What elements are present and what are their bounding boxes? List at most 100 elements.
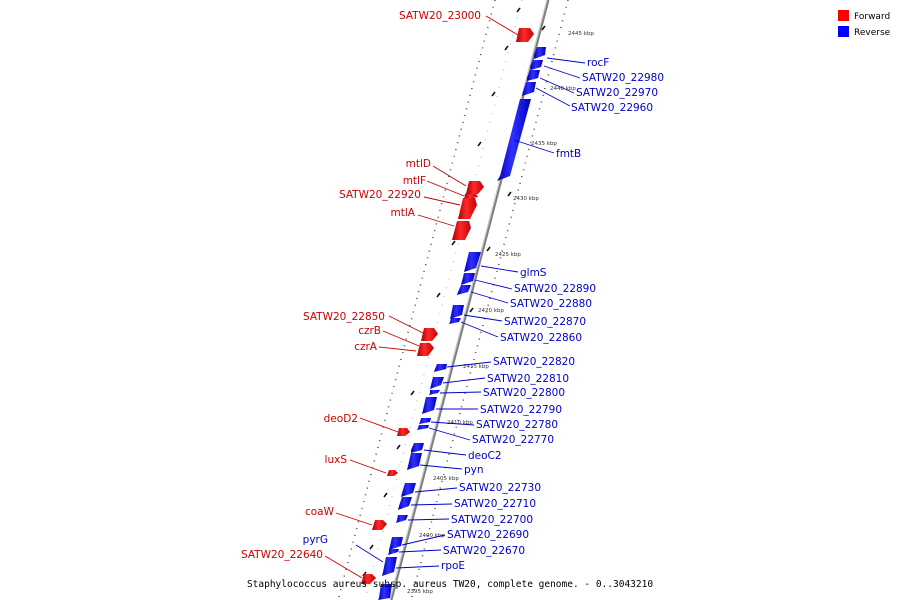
gene-glmS[interactable] bbox=[464, 252, 481, 272]
gene-label[interactable]: fmtB bbox=[556, 148, 581, 160]
gene-label[interactable]: SATW20_22640 bbox=[241, 549, 323, 561]
leader-line bbox=[546, 57, 586, 64]
gene-label[interactable]: pyrG bbox=[303, 534, 328, 546]
gene-SATW20_22710[interactable] bbox=[398, 497, 412, 510]
gene-SATW20_22860[interactable] bbox=[449, 318, 461, 324]
gene-mtlD[interactable] bbox=[466, 181, 484, 194]
gene-SATW20_22690[interactable] bbox=[389, 537, 403, 550]
gene-SATW20_22870[interactable] bbox=[450, 305, 464, 319]
leader-line bbox=[417, 214, 455, 227]
gene-pyn[interactable] bbox=[407, 453, 422, 470]
gene-label[interactable]: SATW20_22860 bbox=[500, 332, 582, 344]
gene-SATW20_22820[interactable] bbox=[434, 364, 447, 372]
gene-label[interactable]: pyn bbox=[464, 464, 484, 476]
gene-label[interactable]: SATW20_22800 bbox=[483, 387, 565, 399]
tick-mark bbox=[477, 141, 482, 147]
gene-label[interactable]: SATW20_22690 bbox=[447, 529, 529, 541]
gene-label[interactable]: SATW20_22700 bbox=[451, 514, 533, 526]
gene-label[interactable]: coaW bbox=[305, 506, 335, 518]
gene-label[interactable]: SATW20_23000 bbox=[399, 10, 481, 22]
gene-label[interactable]: mtlF bbox=[403, 175, 426, 187]
legend: Forward Reverse bbox=[838, 10, 891, 38]
gene-label[interactable]: mtlA bbox=[391, 207, 416, 219]
gene-deoC2[interactable] bbox=[411, 443, 424, 453]
tick-mark bbox=[436, 292, 441, 298]
leader-line bbox=[485, 15, 519, 36]
tick-mark bbox=[491, 91, 496, 97]
gene-label[interactable]: SATW20_22960 bbox=[571, 102, 653, 114]
gene-label[interactable]: SATW20_22670 bbox=[443, 545, 525, 557]
tick-label: 2395 kbp bbox=[407, 589, 433, 595]
gene-label[interactable]: SATW20_22850 bbox=[303, 311, 385, 323]
leader-line bbox=[398, 549, 442, 553]
leader-line bbox=[442, 377, 486, 384]
gene-label[interactable]: SATW20_22970 bbox=[576, 87, 658, 99]
gene-SATW20_22920[interactable] bbox=[458, 198, 477, 219]
gene-SATW20_22640[interactable] bbox=[361, 574, 376, 584]
gene-SATW20_22700[interactable] bbox=[396, 515, 408, 523]
gene-SATW20_22960[interactable] bbox=[522, 82, 536, 96]
gene-label[interactable]: SATW20_22890 bbox=[514, 283, 596, 295]
legend-swatch-forward bbox=[838, 10, 849, 21]
leader-line bbox=[428, 427, 471, 441]
gene-label[interactable]: SATW20_22920 bbox=[339, 189, 421, 201]
scale-labels: 2445 kbp 2440 kbp 2435 kbp 2430 kbp 2425… bbox=[407, 31, 594, 595]
gene-label[interactable]: deoC2 bbox=[468, 450, 502, 462]
gene-mtlF[interactable] bbox=[464, 194, 478, 198]
leader-line bbox=[355, 544, 384, 563]
gene-SATW20_23000[interactable] bbox=[516, 28, 534, 42]
gene-label[interactable]: SATW20_22810 bbox=[487, 373, 569, 385]
gene-SATW20_22670[interactable] bbox=[388, 549, 399, 555]
gene-deoD2[interactable] bbox=[397, 428, 410, 436]
gene-coaW[interactable] bbox=[372, 520, 387, 530]
gene-label[interactable]: SATW20_22820 bbox=[493, 356, 575, 368]
gene-label[interactable]: SATW20_22710 bbox=[454, 498, 536, 510]
gene-label[interactable]: deoD2 bbox=[324, 413, 358, 425]
gene-label[interactable]: rocF bbox=[587, 57, 609, 69]
gene-SATW20_22780[interactable] bbox=[419, 418, 431, 424]
gene-SATW20_22810[interactable] bbox=[430, 377, 444, 389]
gene-label[interactable]: SATW20_22770 bbox=[472, 434, 554, 446]
gene-rocF[interactable] bbox=[534, 47, 546, 59]
leader-line bbox=[423, 449, 467, 456]
gene-SATW20_22980[interactable] bbox=[530, 60, 543, 70]
gene-partial-reverse[interactable] bbox=[378, 584, 392, 600]
gene-label[interactable]: SATW20_22880 bbox=[510, 298, 592, 310]
gene-SATW20_22880[interactable] bbox=[457, 285, 471, 295]
leader-line bbox=[388, 315, 424, 334]
legend-swatch-reverse bbox=[838, 26, 849, 37]
tick-mark bbox=[396, 444, 401, 450]
leader-line bbox=[460, 321, 499, 338]
gene-label[interactable]: mtlD bbox=[406, 158, 431, 170]
forward-genes bbox=[361, 28, 534, 584]
gene-label[interactable]: luxS bbox=[325, 454, 348, 466]
gene-SATW20_22890[interactable] bbox=[461, 273, 475, 285]
gene-SATW20_22850[interactable] bbox=[421, 328, 438, 341]
tick-mark bbox=[469, 307, 474, 313]
leader-line bbox=[446, 361, 492, 368]
gene-luxS[interactable] bbox=[387, 470, 398, 476]
leader-line bbox=[378, 346, 417, 352]
gene-label[interactable]: SATW20_22870 bbox=[504, 316, 586, 328]
gene-label[interactable]: rpoE bbox=[441, 560, 465, 572]
gene-label[interactable]: czrA bbox=[354, 341, 378, 353]
gene-SATW20_22790[interactable] bbox=[422, 397, 437, 414]
gene-czrB-czrA[interactable] bbox=[417, 343, 434, 356]
gene-SATW20_22730[interactable] bbox=[401, 483, 416, 497]
gene-label[interactable]: SATW20_22730 bbox=[459, 482, 541, 494]
gene-label[interactable]: SATW20_22780 bbox=[476, 419, 558, 431]
gene-SATW20_22800[interactable] bbox=[429, 390, 440, 395]
gene-label[interactable]: SATW20_22980 bbox=[582, 72, 664, 84]
gene-SATW20_22970[interactable] bbox=[527, 70, 540, 81]
gene-label[interactable]: czrB bbox=[358, 325, 381, 337]
gene-rpoE[interactable] bbox=[382, 557, 397, 576]
map-caption: Staphylococcus aureus subsp. aureus TW20… bbox=[247, 579, 653, 590]
gene-mtlA[interactable] bbox=[452, 221, 471, 240]
leader-line bbox=[419, 464, 463, 470]
gene-SATW20_22770[interactable] bbox=[417, 425, 429, 430]
gene-label[interactable]: SATW20_22790 bbox=[480, 404, 562, 416]
gene-label[interactable]: glmS bbox=[520, 267, 547, 279]
tick-label: 2400 kbp bbox=[419, 533, 445, 539]
tick-mark bbox=[369, 544, 374, 550]
